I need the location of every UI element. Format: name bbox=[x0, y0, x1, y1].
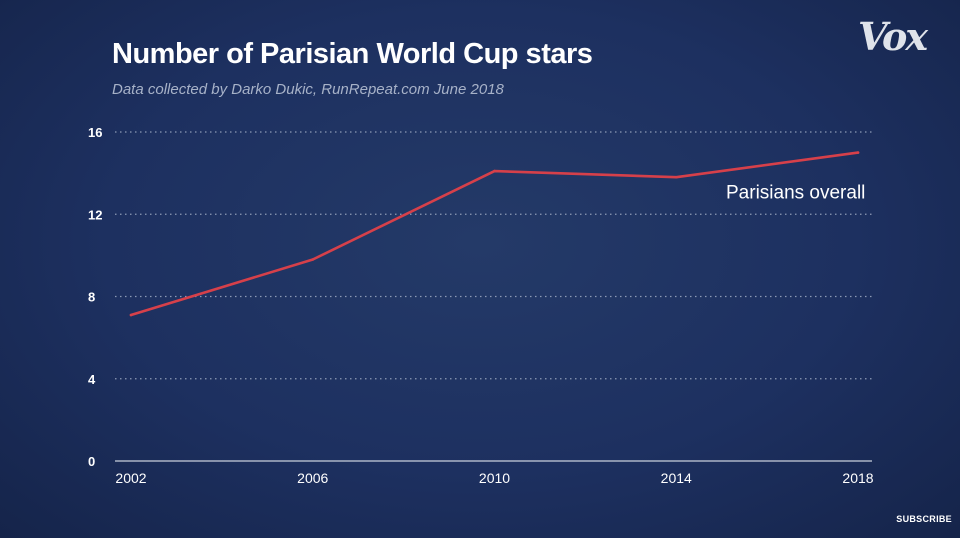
series-group bbox=[129, 151, 860, 317]
x-tick-label: 2002 bbox=[115, 470, 146, 486]
vox-logo: Vox bbox=[858, 14, 929, 59]
x-tick-label: 2006 bbox=[297, 470, 328, 486]
y-tick-label: 0 bbox=[88, 454, 95, 469]
y-tick-label: 12 bbox=[88, 207, 102, 222]
series-label-parisians-overall: Parisians overall bbox=[726, 183, 865, 204]
y-tick-label: 4 bbox=[88, 372, 96, 387]
data-point bbox=[674, 175, 678, 179]
chart-title: Number of Parisian World Cup stars bbox=[112, 38, 592, 70]
series-line bbox=[129, 151, 860, 317]
x-tick-label: 2018 bbox=[842, 470, 873, 486]
x-tick-label: 2014 bbox=[661, 470, 692, 486]
y-axis-ticks: 0 4 8 12 16 bbox=[88, 125, 102, 469]
x-tick-label: 2010 bbox=[479, 470, 510, 486]
data-point bbox=[493, 169, 496, 173]
y-tick-label: 16 bbox=[88, 125, 102, 140]
gridlines bbox=[115, 131, 872, 380]
chart-subtitle: Data collected by Darko Dukic, RunRepeat… bbox=[112, 81, 505, 98]
data-point bbox=[856, 151, 860, 154]
x-axis-ticks: 2002 2006 2010 2014 2018 bbox=[115, 470, 873, 486]
data-point bbox=[311, 258, 315, 261]
y-tick-label: 8 bbox=[88, 290, 95, 305]
data-point bbox=[129, 313, 133, 317]
subscribe-button[interactable]: SUBSCRIBE bbox=[896, 514, 952, 524]
